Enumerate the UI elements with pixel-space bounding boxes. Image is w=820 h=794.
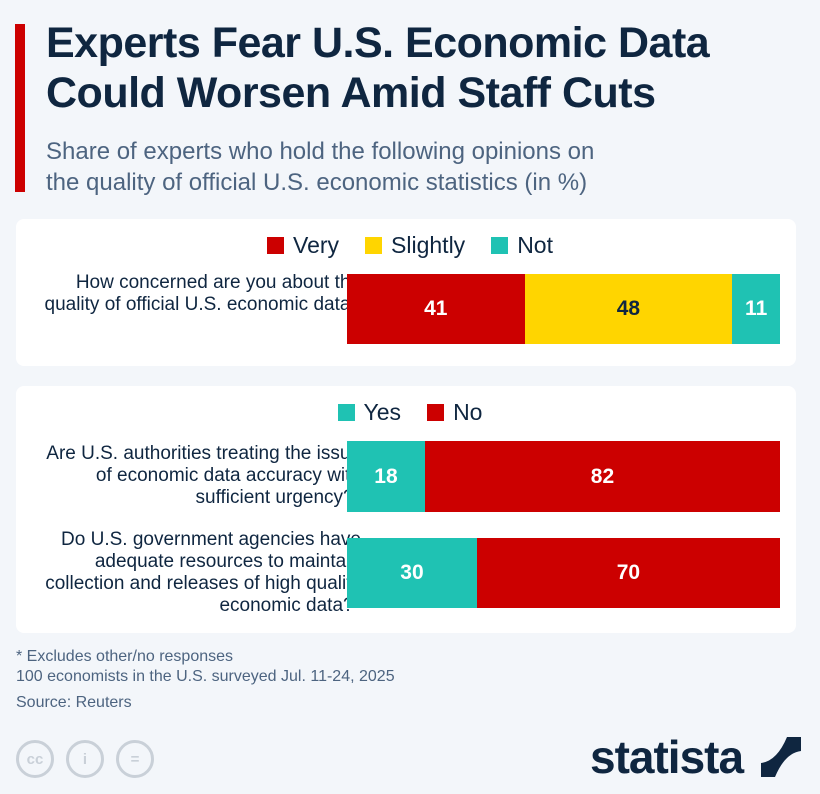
legend-item-yes: Yes	[337, 399, 402, 426]
title-line-2: Could Worsen Amid Staff Cuts	[46, 69, 656, 117]
legend-item-not: Not	[491, 232, 553, 259]
legend-swatch	[491, 237, 509, 254]
legend-label: Very	[293, 232, 340, 258]
stacked-bar: 30 70	[347, 538, 780, 608]
data-label: 18	[374, 464, 398, 488]
bar-segment-not: 11	[732, 274, 780, 344]
cc-license-icon[interactable]: cc	[16, 740, 54, 778]
legend: Very Slightly Not	[0, 232, 820, 259]
title-line-1: Experts Fear U.S. Economic Data	[46, 19, 710, 67]
title-accent-bar	[15, 24, 25, 192]
bar-segment-very: 41	[347, 274, 525, 344]
legend-label: Not	[517, 232, 553, 258]
legend-label: Yes	[363, 399, 402, 425]
bar-segment-no: 70	[476, 538, 780, 608]
bar-segment-yes: 30	[347, 538, 477, 608]
category-label: Are U.S. authorities treating the issue …	[46, 443, 361, 508]
legend-item-no: No	[427, 399, 482, 426]
data-label: 82	[590, 464, 615, 488]
legend-swatch	[337, 404, 355, 421]
statista-logo-icon	[760, 737, 801, 777]
statista-logo[interactable]: statista	[590, 730, 801, 784]
data-label: 48	[616, 297, 641, 320]
bar-segment-yes: 18	[347, 441, 425, 512]
subtitle-line-1: Share of experts who hold the following …	[46, 138, 595, 165]
bar-segment-no: 82	[424, 441, 780, 512]
chart-title: Experts Fear U.S. Economic Data Could Wor…	[46, 18, 710, 118]
stacked-bar: 18 82	[347, 441, 780, 512]
legend: Yes No	[0, 399, 820, 426]
legend-item-slightly: Slightly	[365, 232, 465, 259]
bar-segment-slightly: 48	[524, 274, 733, 344]
footnote: * Excludes other/no responses	[16, 648, 234, 665]
category-label: How concerned are you about the quality …	[44, 272, 362, 315]
stacked-bar: 41 48 11	[347, 274, 780, 344]
logo-text: statista	[590, 731, 744, 783]
source: Source: Reuters	[16, 694, 132, 711]
legend-swatch	[365, 237, 383, 254]
legend-swatch	[267, 237, 284, 254]
subtitle-line-2: the quality of official U.S. economic st…	[46, 169, 588, 196]
legend-swatch	[427, 404, 445, 421]
legend-label: No	[453, 399, 483, 425]
survey-note: 100 economists in the U.S. surveyed Jul.…	[16, 668, 395, 685]
legend-item-very: Very	[267, 232, 339, 259]
no-derivatives-icon[interactable]: =	[116, 740, 154, 778]
data-label: 11	[745, 297, 768, 320]
attribution-icon[interactable]: i	[66, 740, 104, 778]
data-label: 30	[400, 561, 424, 584]
data-label: 41	[424, 297, 448, 320]
category-label: Do U.S. government agencies have adequat…	[45, 529, 361, 616]
chart-subtitle: Share of experts who hold the following …	[46, 136, 594, 198]
legend-label: Slightly	[391, 232, 466, 258]
data-label: 70	[616, 561, 641, 584]
